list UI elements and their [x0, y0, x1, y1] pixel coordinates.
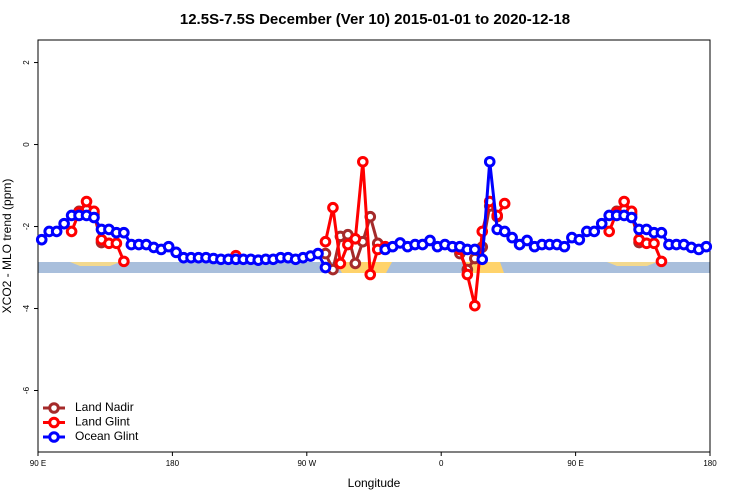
legend-label: Ocean Glint — [75, 429, 139, 443]
legend-label: Land Nadir — [75, 400, 134, 414]
data-point — [342, 238, 354, 251]
data-point — [625, 211, 638, 224]
data-point — [35, 233, 48, 246]
data-point — [65, 225, 78, 238]
x-tick-label: 180 — [166, 459, 180, 468]
y-tick-label: -2 — [22, 222, 31, 230]
data-point — [498, 197, 511, 210]
legend-marker — [48, 431, 60, 443]
land-patch — [463, 262, 504, 273]
data-point — [558, 240, 571, 253]
data-point — [424, 234, 436, 247]
data-point — [50, 225, 63, 238]
y-tick-label: 2 — [22, 60, 31, 65]
data-point — [469, 243, 481, 256]
data-point — [357, 155, 369, 168]
data-point — [483, 155, 496, 168]
land-patch — [70, 262, 120, 266]
data-point — [80, 195, 93, 208]
y-axis-label: XCO2 - MLO trend (ppm) — [0, 179, 14, 314]
chart-title: 12.5S-7.5S December (Ver 10) 2015-01-01 … — [180, 11, 570, 28]
data-point — [319, 261, 332, 274]
data-point — [700, 240, 713, 253]
data-point — [327, 201, 339, 214]
data-point — [118, 255, 130, 268]
legend-label: Land Glint — [75, 415, 130, 429]
data-point — [118, 226, 130, 239]
x-axis-label: Longitude — [348, 476, 401, 490]
land-patch — [607, 262, 657, 266]
x-tick-label: 90 W — [297, 459, 316, 468]
y-tick-label: -4 — [22, 304, 31, 312]
legend-marker — [48, 402, 60, 414]
data-point — [469, 299, 481, 312]
data-point — [655, 255, 668, 268]
data-point — [498, 225, 511, 238]
data-point — [461, 268, 474, 281]
data-point — [88, 211, 100, 224]
data-point — [334, 257, 347, 270]
data-point — [595, 217, 608, 230]
data-point — [618, 195, 630, 208]
data-point — [648, 237, 660, 250]
x-tick-label: 180 — [703, 459, 717, 468]
data-point — [655, 226, 668, 239]
y-tick-label: -6 — [22, 386, 31, 394]
data-point — [588, 225, 601, 238]
data-point — [364, 268, 377, 281]
x-tick-label: 90 E — [567, 459, 583, 468]
data-point — [573, 233, 586, 246]
data-point — [349, 233, 362, 245]
legend-marker — [48, 416, 60, 429]
y-tick-label: 0 — [22, 142, 31, 147]
data-point — [110, 237, 123, 250]
x-tick-label: 90 E — [30, 459, 46, 468]
data-point — [162, 240, 175, 253]
data-point — [319, 235, 332, 248]
x-tick-label: 0 — [439, 459, 444, 468]
data-point — [476, 253, 489, 266]
data-point — [349, 257, 362, 270]
data-point — [521, 234, 533, 247]
data-point — [603, 225, 616, 238]
data-point — [58, 217, 70, 230]
data-point — [506, 231, 518, 244]
data-point — [170, 246, 182, 259]
data-point — [312, 247, 324, 260]
